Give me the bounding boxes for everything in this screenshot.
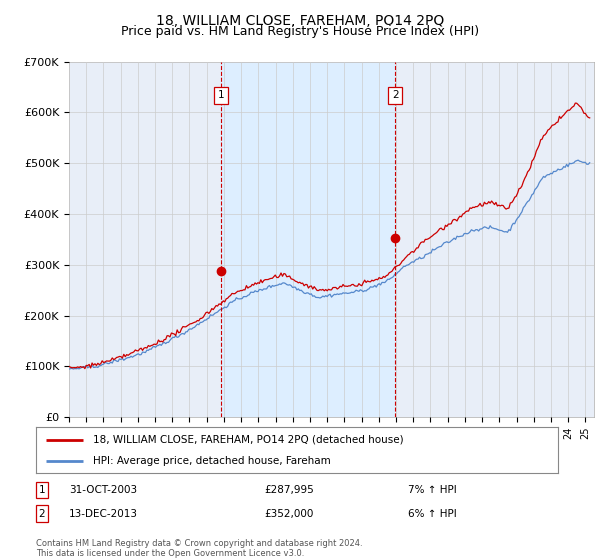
Text: 6% ↑ HPI: 6% ↑ HPI [408,508,457,519]
Text: 13-DEC-2013: 13-DEC-2013 [69,508,138,519]
Text: 18, WILLIAM CLOSE, FAREHAM, PO14 2PQ (detached house): 18, WILLIAM CLOSE, FAREHAM, PO14 2PQ (de… [94,435,404,445]
Text: 2: 2 [392,90,398,100]
Text: 1: 1 [38,485,46,495]
Text: 18, WILLIAM CLOSE, FAREHAM, PO14 2PQ: 18, WILLIAM CLOSE, FAREHAM, PO14 2PQ [156,14,444,28]
Bar [221,62,395,417]
Text: 7% ↑ HPI: 7% ↑ HPI [408,485,457,495]
Text: Contains HM Land Registry data © Crown copyright and database right 2024.
This d: Contains HM Land Registry data © Crown c… [36,539,362,558]
Text: £287,995: £287,995 [264,485,314,495]
Text: 1: 1 [218,90,224,100]
Text: Price paid vs. HM Land Registry's House Price Index (HPI): Price paid vs. HM Land Registry's House … [121,25,479,38]
Text: HPI: Average price, detached house, Fareham: HPI: Average price, detached house, Fare… [94,456,331,466]
Text: £352,000: £352,000 [264,508,313,519]
Text: 2: 2 [38,508,46,519]
Text: 31-OCT-2003: 31-OCT-2003 [69,485,137,495]
